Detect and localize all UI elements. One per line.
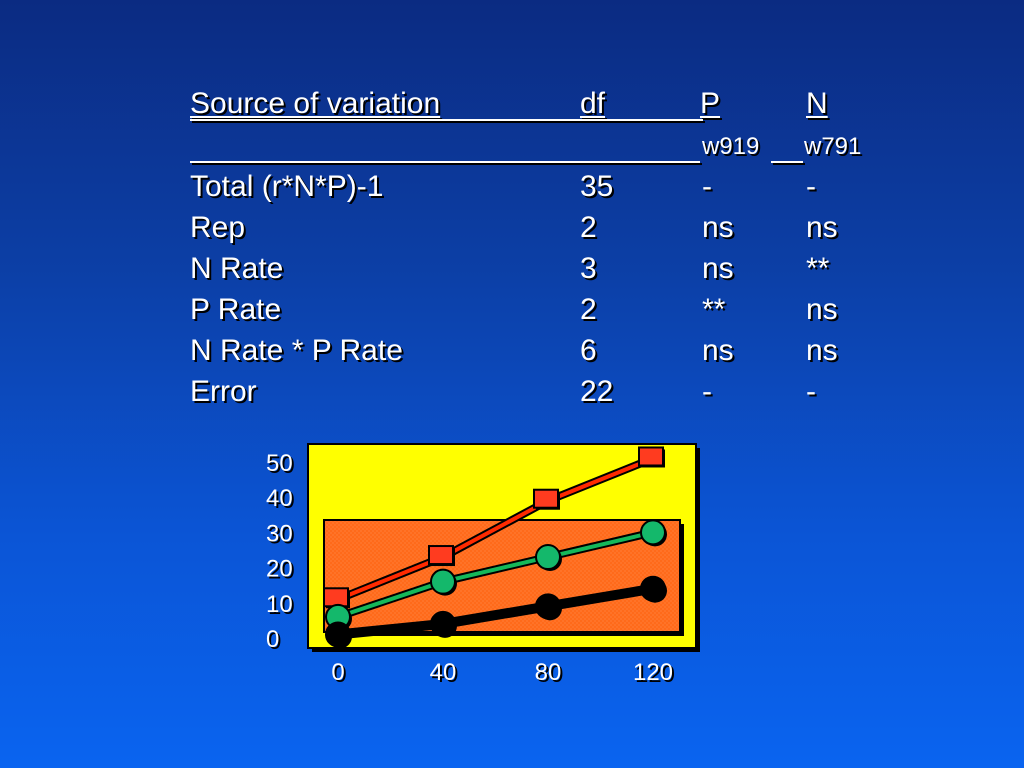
series-marker	[535, 544, 561, 571]
y-tick-label: 40	[266, 485, 293, 512]
row-df: 22	[580, 375, 614, 408]
series-line	[334, 585, 657, 638]
x-tick-label: 80	[535, 659, 562, 686]
row-df: 35	[580, 170, 614, 203]
series-marker	[430, 568, 456, 595]
series-line	[336, 530, 655, 619]
x-tick-label: 40	[430, 659, 457, 686]
series-line	[336, 456, 655, 602]
row-source: Rep	[190, 211, 246, 244]
series-marker	[640, 575, 666, 602]
y-tick-label: 20	[266, 556, 293, 583]
series-marker	[325, 621, 351, 648]
row-source: N Rate * P Rate	[190, 334, 403, 367]
row-p: ns	[702, 252, 734, 285]
row-n: ns	[806, 211, 838, 244]
series-marker	[428, 545, 454, 566]
row-n: ns	[806, 334, 838, 367]
row-p: -	[702, 375, 712, 408]
row-n: **	[806, 252, 830, 285]
series-marker	[638, 446, 664, 467]
y-tick-label: 10	[266, 591, 293, 618]
row-p: -	[702, 170, 712, 203]
subheader-underline-left	[190, 161, 700, 163]
row-n: -	[806, 375, 816, 408]
y-tick-label: 0	[266, 626, 279, 653]
x-tick-label: 120	[633, 659, 673, 686]
row-n: ns	[806, 293, 838, 326]
row-df: 2	[580, 293, 597, 326]
table-subheader-p: w919	[702, 133, 760, 160]
row-p: ns	[702, 211, 734, 244]
row-source: Total (r*N*P)-1	[190, 170, 384, 203]
y-tick-label: 50	[266, 450, 293, 477]
table-header-source: Source of variation	[190, 87, 441, 120]
y-tick-label: 30	[266, 520, 293, 547]
row-df: 6	[580, 334, 597, 367]
chart-svg: 0 10 20 30 40 50 0 40 80 120	[266, 443, 700, 686]
header-underline-main	[190, 119, 703, 121]
x-tick-label: 0	[331, 659, 344, 686]
series-marker	[323, 587, 349, 608]
row-source: N Rate	[190, 252, 284, 285]
table-header-n: N	[806, 87, 828, 120]
table-subheader-n: w791	[804, 133, 862, 160]
table-header-p: P	[700, 87, 721, 120]
row-source: Error	[190, 375, 257, 408]
row-n: -	[806, 170, 816, 203]
table-header-df: df	[580, 87, 606, 120]
chart: 0 10 20 30 40 50 0 40 80 120	[250, 440, 720, 700]
series-marker	[533, 488, 559, 509]
row-source: P Rate	[190, 293, 282, 326]
row-p: **	[702, 293, 726, 326]
series-marker	[430, 610, 456, 637]
row-df: 2	[580, 211, 597, 244]
row-p: ns	[702, 334, 734, 367]
subheader-underline-mid	[771, 161, 803, 163]
series-marker	[535, 593, 561, 620]
row-df: 3	[580, 252, 597, 285]
series-marker	[640, 519, 666, 546]
